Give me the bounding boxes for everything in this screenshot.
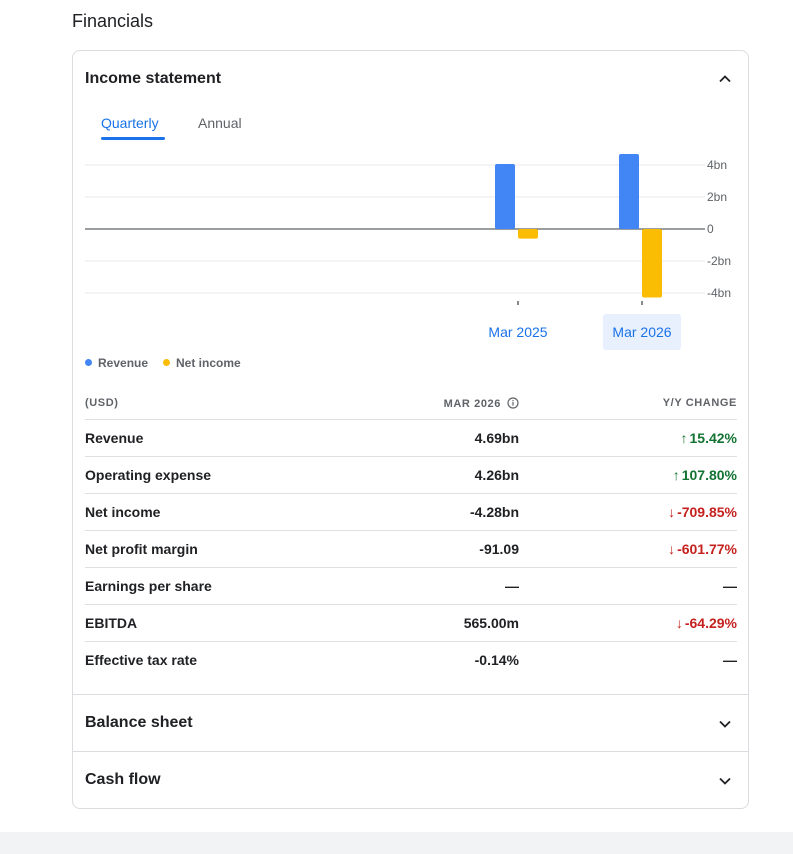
row-change-value: -601.77% xyxy=(677,541,737,557)
selected-category-highlight xyxy=(603,314,681,350)
row-change: ↓ -64.29% xyxy=(676,615,737,631)
chevron-up-icon[interactable] xyxy=(717,71,733,87)
tab-active-indicator xyxy=(101,137,165,140)
row-value: 4.69bn xyxy=(474,430,519,446)
legend-dot-revenue xyxy=(85,359,92,366)
legend-dot-net-income xyxy=(163,359,170,366)
row-value: — xyxy=(505,578,519,594)
chevron-down-icon[interactable] xyxy=(717,716,733,732)
row-change-value: — xyxy=(723,652,737,668)
bar-net-income[interactable] xyxy=(642,229,662,298)
income-table: (USD) MAR 2026 Y/Y CHANGE Revenue 4.69bn ↑… xyxy=(85,391,737,679)
row-label: Earnings per share xyxy=(85,578,212,594)
row-change-value: -64.29% xyxy=(684,615,737,631)
row-change: ↑ 15.42% xyxy=(681,430,737,446)
row-change: ↓ -709.85% xyxy=(668,504,737,520)
arrow-up-icon: ↑ xyxy=(680,430,688,446)
row-value: -0.14% xyxy=(474,652,519,668)
table-row: Revenue 4.69bn ↑ 15.42% xyxy=(85,420,737,457)
row-change-value: 107.80% xyxy=(681,467,737,483)
bar-revenue[interactable] xyxy=(619,153,639,229)
x-tick-label[interactable]: Mar 2025 xyxy=(488,324,547,340)
tab-annual-label: Annual xyxy=(198,115,242,131)
y-tick-label: -2bn xyxy=(707,254,731,268)
chevron-down-icon[interactable] xyxy=(717,773,733,789)
info-icon[interactable] xyxy=(507,397,519,409)
row-value: 4.26bn xyxy=(474,467,519,483)
arrow-down-icon: ↓ xyxy=(668,541,676,557)
y-tick-label: -4bn xyxy=(707,286,731,300)
header-period-label: MAR 2026 xyxy=(443,398,501,410)
header-period: MAR 2026 xyxy=(444,397,519,410)
table-row: Operating expense 4.26bn ↑ 107.80% xyxy=(85,457,737,494)
row-label: Net profit margin xyxy=(85,541,198,557)
tab-annual[interactable]: Annual xyxy=(198,115,242,131)
bar-revenue[interactable] xyxy=(495,164,515,229)
tab-quarterly[interactable]: Quarterly xyxy=(101,115,165,140)
row-change: — xyxy=(723,578,737,594)
income-chart: 4bn 2bn 0 -2bn -4bn Mar 2025 Mar 2026 xyxy=(85,153,731,350)
row-change-value: — xyxy=(723,578,737,594)
table-row: Net profit margin -91.09 ↓ -601.77% xyxy=(85,531,737,568)
balance-sheet-title: Balance sheet xyxy=(85,714,193,731)
x-tick-label[interactable]: Mar 2026 xyxy=(612,324,671,340)
legend-label-revenue: Revenue xyxy=(98,356,149,370)
row-change-value: 15.42% xyxy=(689,430,737,446)
income-statement-title: Income statement xyxy=(85,70,222,87)
y-tick-label: 2bn xyxy=(707,190,727,204)
header-change: Y/Y CHANGE xyxy=(662,397,737,409)
page-footer-band xyxy=(0,832,793,854)
bar-net-income[interactable] xyxy=(518,229,538,239)
cash-flow-title: Cash flow xyxy=(85,771,161,788)
row-change: ↓ -601.77% xyxy=(668,541,737,557)
y-tick-label: 4bn xyxy=(707,158,727,172)
legend-label-net-income: Net income xyxy=(176,356,241,370)
row-value: -91.09 xyxy=(479,541,519,557)
row-label: Revenue xyxy=(85,430,144,446)
row-label: Net income xyxy=(85,504,161,520)
section-title: Financials xyxy=(72,11,154,31)
row-label: Effective tax rate xyxy=(85,652,198,668)
legend-item-revenue: Revenue xyxy=(85,356,148,370)
table-row: Earnings per share — — xyxy=(85,568,737,605)
y-tick-label: 0 xyxy=(707,222,714,236)
table-row: Net income -4.28bn ↓ -709.85% xyxy=(85,494,737,531)
cash-flow-header[interactable]: Cash flow xyxy=(73,751,748,808)
row-value: -4.28bn xyxy=(469,504,519,520)
row-label: Operating expense xyxy=(85,467,212,483)
row-change-value: -709.85% xyxy=(677,504,737,520)
arrow-down-icon: ↓ xyxy=(675,615,683,631)
balance-sheet-header[interactable]: Balance sheet xyxy=(73,694,748,751)
table-header: (USD) MAR 2026 Y/Y CHANGE xyxy=(85,391,737,420)
financials-card: Income statement Quarterly Annual 4bn 2bn… xyxy=(72,50,749,809)
header-currency: (USD) xyxy=(85,397,119,409)
table-row: Effective tax rate -0.14% — xyxy=(85,642,737,679)
row-change: — xyxy=(723,652,737,668)
income-statement-header[interactable]: Income statement xyxy=(73,51,748,107)
row-change: ↑ 107.80% xyxy=(673,467,737,483)
tab-quarterly-label: Quarterly xyxy=(101,115,159,131)
arrow-up-icon: ↑ xyxy=(672,467,680,483)
table-row: EBITDA 565.00m ↓ -64.29% xyxy=(85,605,737,642)
row-value: 565.00m xyxy=(463,615,519,631)
row-label: EBITDA xyxy=(85,615,138,631)
arrow-down-icon: ↓ xyxy=(668,504,676,520)
legend-item-net-income: Net income xyxy=(163,356,241,370)
